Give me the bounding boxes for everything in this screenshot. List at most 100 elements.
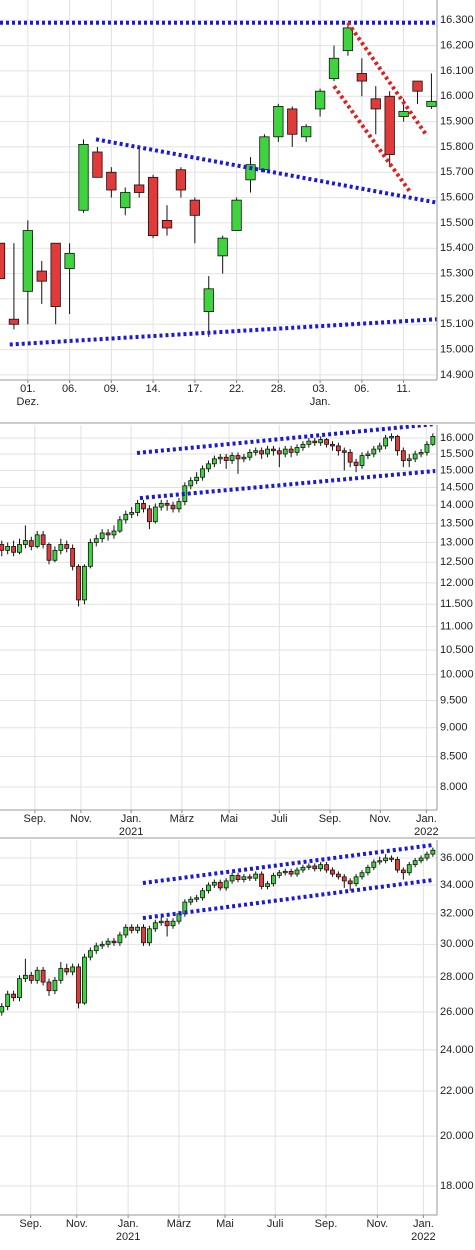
x-tick-label: Sep. xyxy=(319,813,342,825)
candle-body xyxy=(158,503,164,508)
candle-body xyxy=(273,106,284,138)
candle-body xyxy=(78,143,89,211)
y-tick-label: 32.000 xyxy=(440,908,474,920)
y-tick-label: 24.000 xyxy=(440,1044,474,1056)
candle-body xyxy=(22,974,28,980)
candle-body xyxy=(426,100,437,107)
candle-body xyxy=(306,440,312,445)
candle-body xyxy=(92,151,103,178)
candle-body xyxy=(400,450,406,461)
candle-body xyxy=(105,940,111,945)
candle-body xyxy=(211,458,217,465)
candle-body xyxy=(64,544,70,549)
candle-body xyxy=(301,126,312,138)
x-tick-label: Mai xyxy=(216,1218,234,1230)
candle-body xyxy=(5,993,11,1007)
trend-line xyxy=(95,137,437,205)
candle-body xyxy=(259,873,265,887)
x-tick-sublabel: Jan. xyxy=(310,396,331,408)
x-tick-label: Jan. xyxy=(118,1218,139,1230)
candle-body xyxy=(341,876,347,882)
candle-body xyxy=(235,875,241,880)
candle-body xyxy=(241,876,247,880)
candle-body xyxy=(318,439,324,444)
candle-body xyxy=(152,506,158,523)
candle-body xyxy=(276,450,282,455)
candle-body xyxy=(217,237,228,257)
candle-body xyxy=(359,455,365,466)
candle-body xyxy=(17,978,22,999)
candle-body xyxy=(314,90,326,110)
candle-body xyxy=(99,943,105,947)
candle-body xyxy=(389,857,394,860)
candle-body xyxy=(259,450,265,455)
candle-body xyxy=(217,456,223,460)
candle-body xyxy=(377,445,383,450)
y-tick-label: 22.000 xyxy=(440,1085,474,1097)
candle-body xyxy=(282,870,288,874)
candle-body xyxy=(0,1006,5,1013)
candle-body xyxy=(141,926,146,944)
y-tick-label: 16.100 xyxy=(440,65,474,77)
x-tick-label: Jan. xyxy=(121,813,142,825)
candle-body xyxy=(28,974,34,981)
candle-body xyxy=(87,950,93,958)
candle-body xyxy=(146,928,152,944)
y-tick-label: 11.000 xyxy=(440,621,473,633)
y-tick-label: 13.500 xyxy=(440,517,474,529)
y-tick-label: 15.500 xyxy=(440,448,474,460)
candle-body xyxy=(412,860,418,866)
y-tick-label: 16.200 xyxy=(440,40,474,52)
y-tick-label: 9.000 xyxy=(440,722,468,734)
candle-body xyxy=(170,920,176,927)
x-tick-label: Sep. xyxy=(315,1218,338,1230)
candle-body xyxy=(70,547,76,567)
chart-panel xyxy=(0,0,437,380)
candle-body xyxy=(247,451,253,458)
candle-body xyxy=(287,108,298,135)
x-tick-label: März xyxy=(167,1218,191,1230)
candle-body xyxy=(158,920,164,924)
candle-body xyxy=(188,480,194,487)
candle-body xyxy=(324,439,329,445)
candle-body xyxy=(294,869,300,875)
candle-body xyxy=(288,870,294,875)
candle-body xyxy=(175,169,187,191)
candle-body xyxy=(135,926,141,931)
candle-body xyxy=(253,873,259,879)
y-tick-label: 14.500 xyxy=(440,481,474,493)
y-tick-label: 36.000 xyxy=(440,852,474,864)
candle-body xyxy=(200,890,205,899)
y-tick-label: 15.400 xyxy=(440,242,474,254)
candle-body xyxy=(271,875,276,885)
y-tick-label: 20.000 xyxy=(440,1130,474,1142)
candle-body xyxy=(271,448,276,452)
y-tick-label: 11.500 xyxy=(440,598,473,610)
candle-body xyxy=(46,544,52,561)
y-tick-label: 26.000 xyxy=(440,1006,474,1018)
y-tick-label: 15.700 xyxy=(440,166,474,178)
candle-body xyxy=(229,455,235,461)
candle-body xyxy=(383,437,389,447)
trend-line xyxy=(139,468,436,501)
candle-body xyxy=(383,857,389,862)
candle-body xyxy=(82,565,87,601)
trend-line xyxy=(142,843,433,885)
candle-body xyxy=(424,443,430,453)
candle-body xyxy=(87,542,93,567)
candle-body xyxy=(161,219,173,229)
candle-body xyxy=(365,866,371,874)
candle-body xyxy=(105,532,111,536)
candle-body xyxy=(93,538,99,543)
x-tick-label: 06. xyxy=(354,383,369,395)
candle-body xyxy=(342,27,354,52)
y-tick-label: 15.900 xyxy=(440,116,474,128)
candle-body xyxy=(106,171,117,191)
candle-body xyxy=(406,864,412,874)
candle-body xyxy=(356,73,367,82)
candle-body xyxy=(11,993,16,999)
candle-body xyxy=(0,242,6,280)
candle-body xyxy=(371,448,377,455)
candle-body xyxy=(170,504,176,510)
candle-body xyxy=(223,456,229,461)
